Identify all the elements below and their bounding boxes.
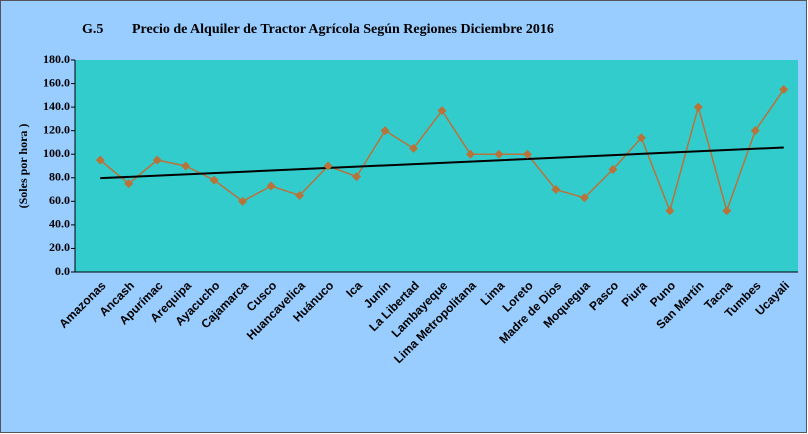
- y-axis-label: (Soles por hora ): [16, 124, 30, 209]
- chart-title: Precio de Alquiler de Tractor Agrícola S…: [132, 22, 554, 37]
- y-tick-label: 80.0: [49, 170, 70, 184]
- figure-label: G.5: [82, 22, 103, 37]
- plot-area: [75, 60, 798, 272]
- marker: [494, 149, 504, 159]
- y-tick-label: 160.0: [43, 75, 70, 89]
- marker: [551, 185, 561, 195]
- y-tick-label: 40.0: [49, 217, 70, 231]
- y-tick-label: 180.0: [43, 52, 70, 66]
- marker: [409, 143, 419, 153]
- marker: [579, 193, 589, 203]
- marker: [465, 149, 475, 159]
- marker: [693, 102, 703, 112]
- marker: [636, 133, 646, 143]
- marker: [779, 84, 789, 94]
- marker: [181, 161, 191, 171]
- marker: [522, 149, 532, 159]
- marker: [152, 155, 162, 165]
- marker: [750, 126, 760, 136]
- marker: [380, 126, 390, 136]
- y-tick-label: 100.0: [43, 146, 70, 160]
- trendline: [100, 146, 784, 180]
- marker: [665, 206, 675, 216]
- y-tick-label: 0.0: [55, 264, 70, 278]
- marker: [722, 206, 732, 216]
- y-tick-label: 120.0: [43, 122, 70, 136]
- y-tick-label: 20.0: [49, 240, 70, 254]
- marker: [295, 190, 305, 200]
- marker: [437, 106, 447, 116]
- marker: [608, 165, 618, 175]
- y-tick-label: 60.0: [49, 193, 70, 207]
- marker: [238, 196, 248, 206]
- marker: [95, 155, 105, 165]
- marker: [323, 161, 333, 171]
- marker: [266, 181, 276, 191]
- marker: [352, 172, 362, 182]
- y-tick-label: 140.0: [43, 99, 70, 113]
- marker: [124, 179, 134, 189]
- marker: [209, 175, 219, 185]
